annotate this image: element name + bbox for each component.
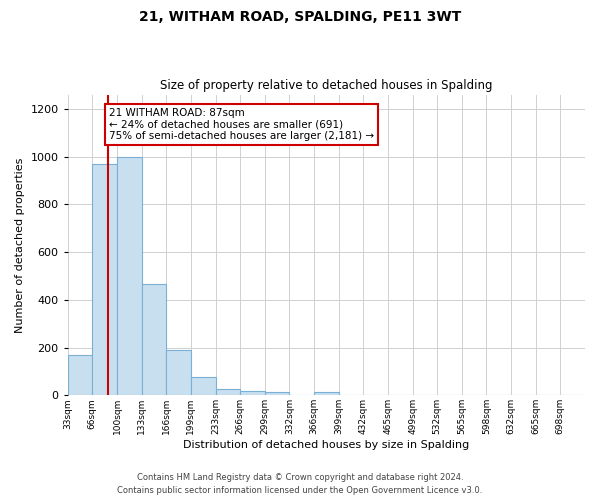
Bar (215, 390, 240, 396)
X-axis label: Distribution of detached houses by size in Spalding: Distribution of detached houses by size … (183, 440, 469, 450)
Text: Contains HM Land Registry data © Crown copyright and database right 2024.
Contai: Contains HM Land Registry data © Crown c… (118, 474, 482, 495)
Bar (68, 354, 92, 396)
Bar (166, 350, 191, 396)
Bar (142, 284, 166, 396)
Text: 21 WITHAM ROAD: 87sqm
← 24% of detached houses are smaller (691)
75% of semi-det: 21 WITHAM ROAD: 87sqm ← 24% of detached … (109, 108, 374, 142)
Bar (240, 391, 265, 396)
Bar (314, 392, 338, 396)
Bar (265, 392, 289, 396)
Title: Size of property relative to detached houses in Spalding: Size of property relative to detached ho… (160, 79, 493, 92)
Y-axis label: Number of detached properties: Number of detached properties (15, 157, 25, 332)
Text: 21, WITHAM ROAD, SPALDING, PE11 3WT: 21, WITHAM ROAD, SPALDING, PE11 3WT (139, 10, 461, 24)
Bar (92, 164, 117, 396)
Bar (117, 156, 142, 396)
Bar (191, 378, 215, 396)
